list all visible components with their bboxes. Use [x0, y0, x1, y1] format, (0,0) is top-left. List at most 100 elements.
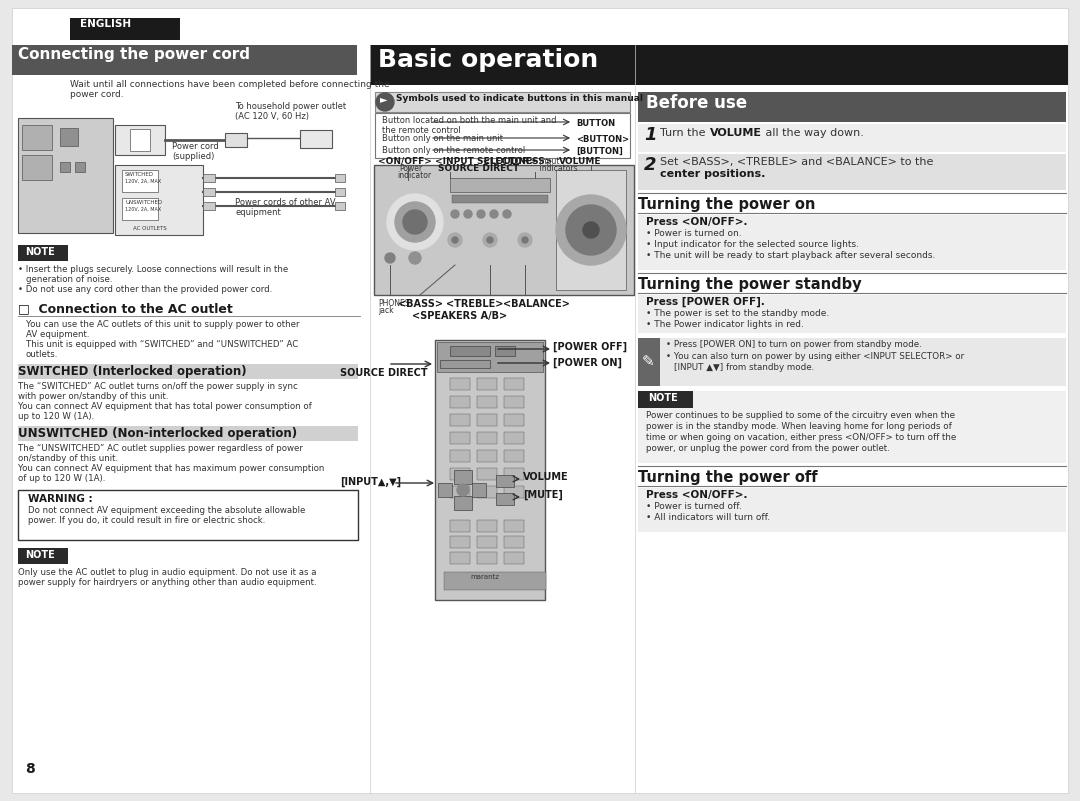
Bar [122, 170, 158, 192]
Text: • Power is turned off.: • Power is turned off. [646, 502, 742, 511]
Text: The “SWITCHED” AC outlet turns on/off the power supply in sync: The “SWITCHED” AC outlet turns on/off th… [18, 382, 298, 391]
Text: The “UNSWITCHED” AC outlet supplies power regardless of power: The “UNSWITCHED” AC outlet supplies powe… [18, 444, 302, 453]
Text: all the way down.: all the way down. [762, 128, 864, 138]
Text: marantz: marantz [470, 574, 499, 580]
Text: • Insert the plugs securely. Loose connections will result in the: • Insert the plugs securely. Loose conne… [18, 265, 288, 274]
Bar [440, 360, 490, 368]
Bar [450, 520, 470, 532]
Text: SWITCHED: SWITCHED [125, 172, 154, 177]
Text: <BALANCE>: <BALANCE> [503, 299, 570, 309]
Bar [450, 450, 470, 462]
Bar [504, 396, 524, 408]
Bar [18, 548, 68, 564]
Circle shape [522, 237, 528, 243]
Text: generation of noise.: generation of noise. [26, 275, 112, 284]
Circle shape [409, 252, 421, 264]
Text: UNSWITCHED (Non-interlocked operation): UNSWITCHED (Non-interlocked operation) [18, 427, 297, 440]
Bar [477, 486, 497, 498]
Bar [335, 202, 345, 210]
Bar [504, 414, 524, 426]
Text: Turning the power off: Turning the power off [638, 470, 818, 485]
Bar [18, 426, 357, 441]
Text: To household power outlet: To household power outlet [235, 102, 346, 111]
Bar [437, 342, 543, 372]
Bar [638, 92, 1066, 122]
Bar [504, 378, 524, 390]
Text: indicator: indicator [397, 171, 431, 180]
Text: • The unit will be ready to start playback after several seconds.: • The unit will be ready to start playba… [646, 251, 935, 260]
Text: VOLUME: VOLUME [559, 157, 602, 166]
Bar [450, 552, 470, 564]
Text: power, or unplug the power cord from the power outlet.: power, or unplug the power cord from the… [646, 444, 890, 453]
Circle shape [477, 210, 485, 218]
Bar [638, 338, 1066, 386]
Text: NOTE: NOTE [648, 393, 678, 403]
Bar [453, 195, 548, 203]
Bar [454, 470, 472, 484]
Text: NOTE: NOTE [25, 550, 55, 560]
Bar [504, 468, 524, 480]
Text: Turn the: Turn the [660, 128, 708, 138]
Text: <LOUDNESS>: <LOUDNESS> [464, 157, 552, 166]
Text: Press [POWER OFF].: Press [POWER OFF]. [646, 297, 765, 308]
Text: center positions.: center positions. [660, 169, 766, 179]
Bar [496, 493, 514, 505]
Circle shape [451, 210, 459, 218]
Text: up to 120 W (1A).: up to 120 W (1A). [18, 412, 94, 421]
Text: Turning the power on: Turning the power on [638, 197, 815, 212]
Text: Only use the AC outlet to plug in audio equipment. Do not use it as a: Only use the AC outlet to plug in audio … [18, 568, 316, 577]
Bar [638, 338, 660, 386]
Bar [375, 113, 630, 158]
Text: Wait until all connections have been completed before connecting the: Wait until all connections have been com… [70, 80, 390, 89]
Bar [450, 432, 470, 444]
Text: <BASS>: <BASS> [399, 299, 443, 309]
Text: PHONES: PHONES [378, 299, 409, 308]
Text: Symbols used to indicate buttons in this manual: Symbols used to indicate buttons in this… [396, 94, 643, 103]
Bar [450, 486, 470, 498]
Circle shape [487, 237, 492, 243]
Text: UNSWITCHED: UNSWITCHED [125, 200, 162, 205]
Bar [638, 124, 1066, 152]
Text: jack: jack [378, 306, 393, 315]
Bar [504, 536, 524, 548]
Circle shape [448, 233, 462, 247]
Bar [450, 378, 470, 390]
Circle shape [518, 233, 532, 247]
Text: • All indicators will turn off.: • All indicators will turn off. [646, 513, 770, 522]
Text: Do not connect AV equipment exceeding the absolute allowable: Do not connect AV equipment exceeding th… [28, 506, 306, 515]
Bar [22, 155, 52, 180]
Bar [335, 188, 345, 196]
Bar [504, 432, 524, 444]
Text: time or when going on vacation, either press <ON/OFF> to turn off the: time or when going on vacation, either p… [646, 433, 956, 442]
Bar [477, 396, 497, 408]
Text: power. If you do, it could result in fire or electric shock.: power. If you do, it could result in fir… [28, 516, 266, 525]
Bar [435, 340, 545, 600]
Text: <ON/OFF> <INPUT SELECTOR>: <ON/OFF> <INPUT SELECTOR> [378, 157, 537, 166]
Circle shape [503, 210, 511, 218]
Bar [18, 245, 68, 261]
Text: Button only on the main unit: Button only on the main unit [382, 134, 503, 143]
Text: [BUTTON]: [BUTTON] [576, 147, 623, 156]
Bar [477, 552, 497, 564]
Text: [INPUT ▲▼] from standby mode.: [INPUT ▲▼] from standby mode. [674, 363, 814, 372]
Text: indicators: indicators [530, 164, 578, 173]
Text: Input: Input [530, 157, 559, 166]
Bar [122, 198, 158, 220]
Text: Button located on both the main unit and: Button located on both the main unit and [382, 116, 556, 125]
Text: of up to 120 W (1A).: of up to 120 W (1A). [18, 474, 106, 483]
Text: ►: ► [380, 94, 388, 104]
Text: • Power is turned on.: • Power is turned on. [646, 229, 742, 238]
Text: Button only on the remote control: Button only on the remote control [382, 146, 525, 155]
Circle shape [490, 210, 498, 218]
Bar [18, 118, 113, 233]
Bar [638, 488, 1066, 532]
Circle shape [403, 210, 427, 234]
Text: VOLUME: VOLUME [523, 472, 569, 482]
Bar [370, 45, 1068, 85]
Bar [450, 178, 550, 192]
Text: (supplied): (supplied) [172, 152, 214, 161]
Text: WARNING :: WARNING : [28, 494, 93, 504]
Text: (AC 120 V, 60 Hz): (AC 120 V, 60 Hz) [235, 112, 309, 121]
Bar [504, 552, 524, 564]
Bar [450, 468, 470, 480]
